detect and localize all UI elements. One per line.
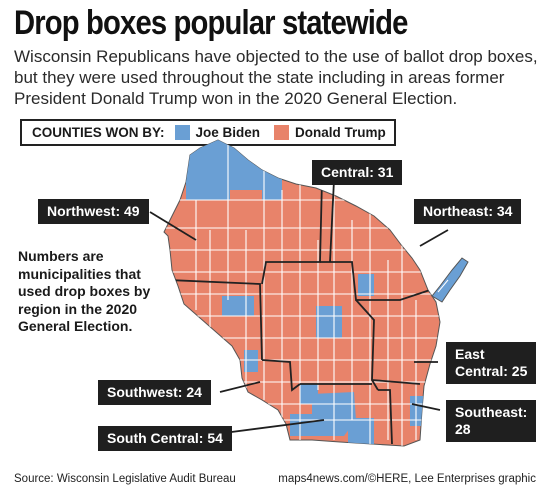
county-milwaukee [410,396,424,426]
label-northeast: Northeast: 34 [414,199,522,224]
county-iowa [290,414,312,436]
source-credit: Source: Wisconsin Legislative Audit Bure… [14,473,236,485]
map-note: Numbers are municipalities that used dro… [18,248,151,334]
county-sauk [300,384,318,404]
region-borders [167,179,431,445]
label-southeast: Southeast: 28 [446,400,537,442]
callout-lines [149,179,449,435]
label-east-central-line1: East [455,346,485,362]
legend-label-trump: Donald Trump [295,125,386,140]
county-ashland [262,160,282,200]
label-south-central: South Central: 54 [98,426,232,451]
county-la-crosse [244,350,258,372]
door-peninsula [431,257,469,303]
legend-heading: COUNTIES WON BY: [32,125,165,140]
state-outline [163,139,441,447]
label-southwest: Southwest: 24 [98,380,211,405]
county-douglas [186,140,230,200]
county-portage [316,306,342,338]
trump-swatch [274,125,290,140]
map-title: Drop boxes popular statewide [14,4,408,42]
label-northwest: Northwest: 49 [38,199,149,224]
label-east-central-line2: Central: 25 [455,363,528,379]
legend-label-biden: Joe Biden [195,125,261,140]
county-menominee [358,274,374,296]
map-subtitle: Wisconsin Republicans have objected to t… [14,47,538,108]
label-southeast-line1: Southeast: [455,404,528,420]
peninsula-county-border [437,279,449,293]
legend-item-trump: Donald Trump [274,125,386,140]
label-east-central: East Central: 25 [446,342,537,384]
label-southeast-line2: 28 [455,421,471,437]
legend-item-biden: Joe Biden [174,125,261,140]
biden-swatch [174,125,190,140]
legend: COUNTIES WON BY: Joe Biden Donald Trump [20,119,396,146]
county-eau-claire [222,296,254,316]
graphic-credit: maps4news.com/©HERE, Lee Enterprises gra… [278,473,536,485]
label-central: Central: 31 [312,160,403,185]
